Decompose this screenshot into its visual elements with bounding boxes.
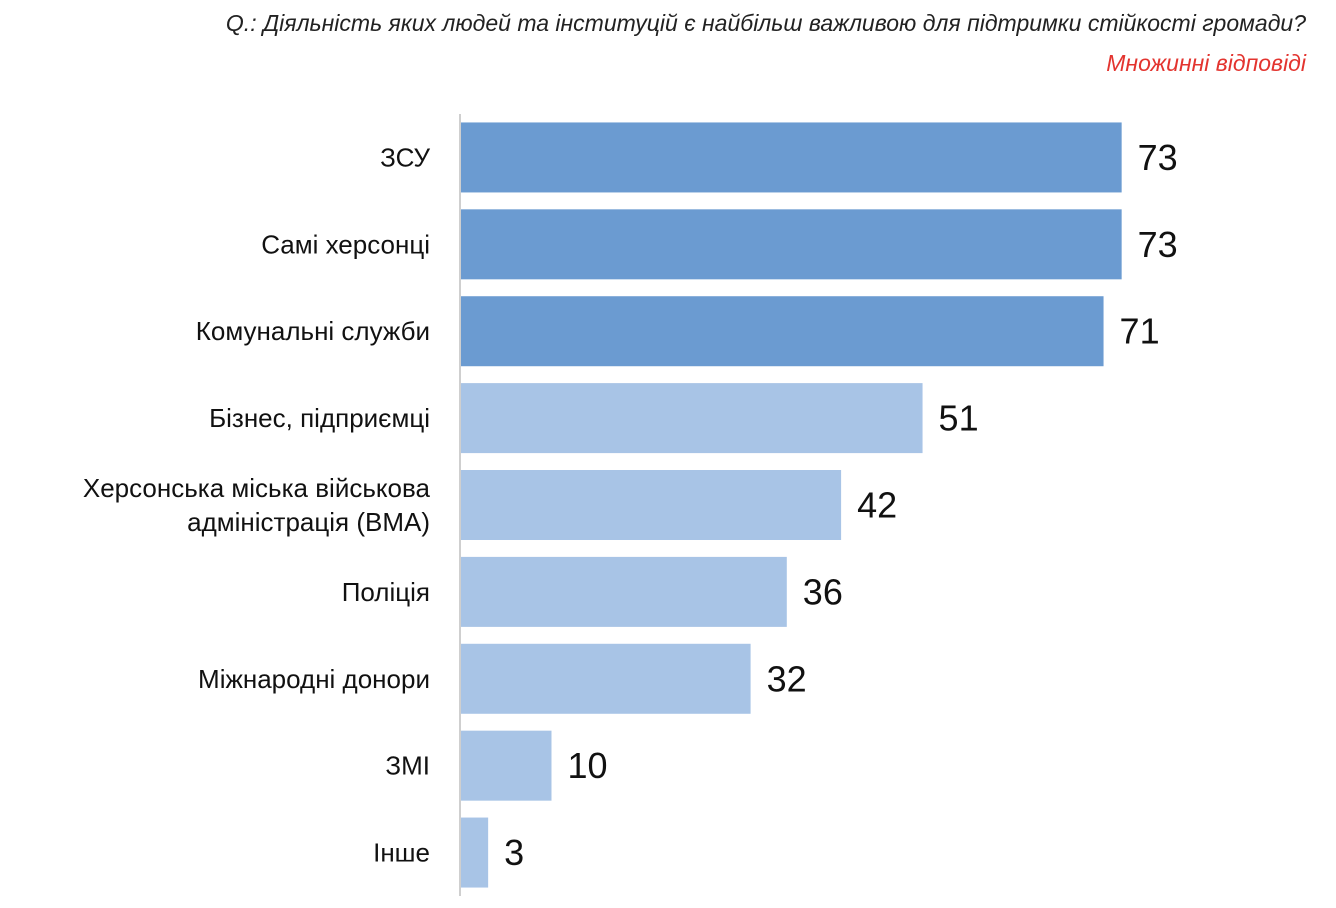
value-label-2: 71 [1120,311,1160,352]
category-label-3: Бізнес, підприємці [209,403,430,433]
bars-group [461,122,1122,888]
category-label-line: Міжнародні донори [198,664,430,694]
category-label-line: Комунальні служби [196,316,430,346]
category-label-line: ЗСУ [380,142,430,172]
survey-question: Q.: Діяльність яких людей та інституцій … [225,10,1306,36]
bar-2 [461,296,1104,367]
bar-0 [461,122,1122,193]
bar-7 [461,730,552,801]
category-label-1: Самі херсонці [261,229,430,259]
value-label-0: 73 [1138,137,1178,178]
category-label-line: ЗМІ [385,751,430,781]
value-label-8: 3 [504,832,524,873]
category-label-0: ЗСУ [380,142,430,172]
bar-4 [461,470,842,540]
bar-5 [461,556,787,627]
category-label-line: Херсонська міська військова [83,473,431,503]
value-label-6: 32 [767,658,807,699]
value-label-1: 73 [1138,224,1178,265]
value-label-7: 10 [568,745,608,786]
category-label-2: Комунальні служби [196,316,430,346]
value-label-3: 51 [939,398,979,439]
category-labels-group: ЗСУ Самі херсонці Комунальні служби Бізнес,… [83,142,431,867]
value-label-4: 42 [857,485,897,526]
bar-3 [461,383,923,454]
category-label-line: Самі херсонці [261,229,430,259]
value-label-5: 36 [803,571,843,612]
category-label-line: адміністрація (ВМА) [187,507,430,537]
bar-1 [461,209,1122,280]
category-label-6: Міжнародні донори [198,664,430,694]
bar-6 [461,643,751,714]
value-labels-group: 73 73 71 51 42 36 32 10 3 [504,137,1178,873]
category-label-4: Херсонська міська військова адміністрація… [83,473,431,537]
category-label-line: Поліція [342,577,430,607]
multiple-answers-note: Множинні відповіді [1106,50,1306,76]
category-label-line: Бізнес, підприємці [209,403,430,433]
category-label-5: Поліція [342,577,430,607]
category-label-7: ЗМІ [385,751,430,781]
category-label-8: Інше [373,838,430,868]
category-label-line: Інше [373,838,430,868]
bar-8 [461,817,489,888]
